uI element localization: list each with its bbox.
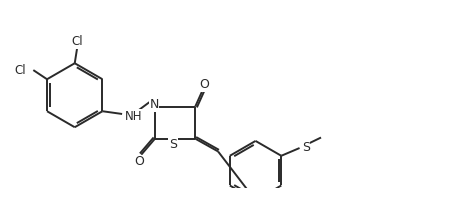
Text: Cl: Cl (15, 64, 26, 77)
Text: NH: NH (125, 110, 142, 123)
Text: O: O (200, 78, 209, 91)
Text: S: S (302, 141, 310, 154)
Text: N: N (150, 98, 159, 111)
Text: O: O (135, 155, 144, 168)
Text: S: S (169, 138, 177, 151)
Text: Cl: Cl (72, 35, 83, 48)
